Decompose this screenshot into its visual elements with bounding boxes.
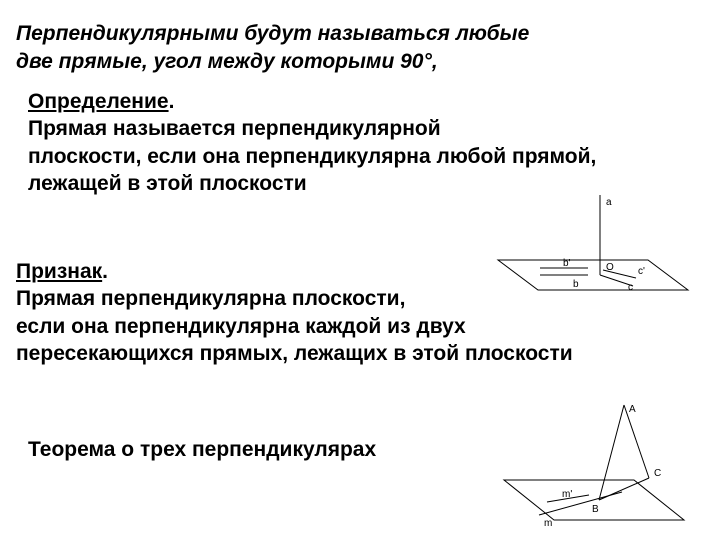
diagram-three-perpendiculars: A B C m m' (474, 400, 704, 530)
definition-dot: . (169, 90, 175, 113)
definition-body-1: Прямая называется перпендикулярной (28, 117, 441, 140)
svg-text:b': b' (563, 258, 571, 269)
svg-text:c': c' (638, 266, 645, 277)
sign-body-2: если она перпендикулярна каждой из двух (16, 315, 466, 338)
sign-body-3: пересекающихся прямых, лежащих в этой пл… (16, 342, 573, 365)
intro-line1: Перпендикулярными будут называться любые (16, 22, 529, 45)
definition-body-2: плоскости, если она перпендикулярна любо… (28, 145, 596, 168)
svg-text:m': m' (562, 489, 572, 500)
definition-heading: Определение (28, 90, 169, 113)
definition-body-3: лежащей в этой плоскости (28, 172, 307, 195)
sign-dot: . (102, 260, 108, 283)
slide: Перпендикулярными будут называться любые… (0, 0, 720, 540)
svg-text:m: m (544, 518, 552, 529)
svg-text:C: C (654, 468, 661, 479)
diagram-perpendicular-plane: a O b b' c c' (468, 190, 708, 310)
definition-block: Определение. Прямая называется перпендик… (28, 88, 668, 197)
sign-heading: Признак (16, 260, 102, 283)
svg-text:O: O (606, 262, 614, 273)
svg-text:b: b (573, 279, 579, 290)
intro-text: Перпендикулярными будут называться любые… (16, 20, 636, 77)
sign-body-1: Прямая перпендикулярна плоскости, (16, 287, 405, 310)
theorem-text: Теорема о трех перпендикулярах (28, 438, 376, 461)
svg-text:A: A (629, 404, 636, 415)
svg-text:c: c (628, 282, 633, 293)
svg-text:B: B (592, 504, 599, 515)
theorem-block: Теорема о трех перпендикулярах (28, 438, 376, 462)
intro-line2: две прямые, угол между которыми 90°, (16, 50, 438, 73)
svg-text:a: a (606, 197, 612, 208)
